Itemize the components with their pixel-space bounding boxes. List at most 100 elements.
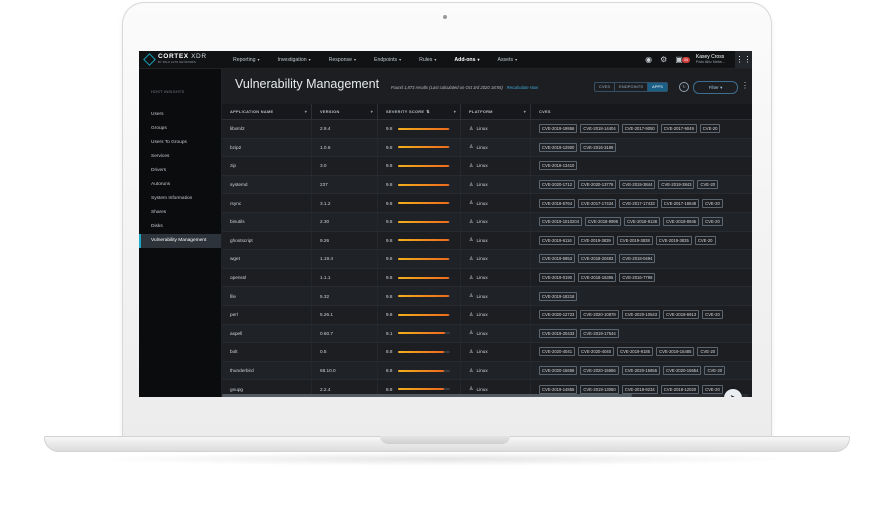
scrollbar-thumb[interactable] xyxy=(222,394,632,397)
cve-tag[interactable]: CVE-2018-5764 xyxy=(539,198,576,208)
cve-tag[interactable]: CVE-2019-13050 xyxy=(580,384,619,394)
cve-tag[interactable]: CVE-2018-13410 xyxy=(539,161,578,171)
table-row[interactable]: libxml2 2.9.4 9.8 ♙ Linux CVE-2019-19956 CVE-2… xyxy=(222,120,752,139)
table-row[interactable]: bzip2 1.0.6 9.8 ♙ Linux CVE-2019-12900 CVE-201… xyxy=(222,138,752,158)
cve-tag[interactable]: CVE-2020-10543 xyxy=(621,310,661,320)
table-row[interactable]: openssl 1.1.1 9.8 ♙ Linux CVE-2019-0190 CVE-20… xyxy=(222,268,752,288)
column-menu-icon[interactable]: ▾ xyxy=(304,109,307,114)
table-row[interactable]: aspell 0.60.7 9.1 ♙ Linux CVE-2019-20433 CVE-2… xyxy=(222,324,752,344)
column-header-app[interactable]: APPLICATION NAME ▾ xyxy=(222,104,312,119)
table-row[interactable]: perl 5.26.1 9.8 ♙ Linux CVE-2020-12723 CVE-202… xyxy=(222,305,752,325)
cve-tag[interactable]: CVE-2020-15655 xyxy=(621,366,661,376)
column-header-score[interactable]: SEVERITY SCORE ⇅ ▾ xyxy=(378,104,461,119)
cve-tag[interactable]: CVE-2019-1010204 xyxy=(539,217,583,227)
cve-tag[interactable]: CVE-2019-3844 xyxy=(619,180,656,190)
cve-tag[interactable]: CVE-20 xyxy=(702,310,723,320)
bell-icon[interactable]: ▣ xyxy=(675,55,683,64)
cve-tag[interactable]: CVE-2019-19956 xyxy=(539,124,578,134)
table-row[interactable]: gnupg 2.2.4 8.8 ♙ Linux CVE-2019-14855 CVE-201… xyxy=(222,380,752,397)
cve-tag[interactable]: CVE-2020-15654 xyxy=(663,366,702,376)
cortex-logo[interactable]: CORTEX XDR BY PALO ALTO NETWORKS xyxy=(139,53,223,66)
recalculate-link[interactable]: Recalculate Now xyxy=(506,85,539,90)
cve-tag[interactable]: CVE-20 xyxy=(702,217,723,227)
sort-icon[interactable]: ⇅ xyxy=(426,109,430,114)
sidebar-item-services[interactable]: Services xyxy=(151,154,170,159)
github-icon[interactable]: ◉ xyxy=(645,55,653,64)
cve-tag[interactable]: CVE-20 xyxy=(699,124,721,134)
tab-apps[interactable]: APPS xyxy=(648,83,668,91)
cve-tag[interactable]: CVE-2020-12723 xyxy=(539,310,578,320)
rocket-icon[interactable]: ➤ xyxy=(724,389,742,397)
cve-tag[interactable]: CVE-2019-17544 xyxy=(580,328,619,338)
cve-tag[interactable]: CVE-2017-16548 xyxy=(660,198,700,208)
tab-endpoints[interactable]: ENDPOINTS xyxy=(615,83,649,91)
more-options-icon[interactable]: ⋮ xyxy=(741,81,749,90)
table-row[interactable]: rsync 3.1.2 9.8 ♙ Linux CVE-2018-5764 CVE-2017… xyxy=(222,194,752,213)
sidebar-item-disks[interactable]: Disks xyxy=(151,224,163,229)
column-menu-icon[interactable]: ▾ xyxy=(370,109,373,114)
cve-tag[interactable]: CVE-2019-3843 xyxy=(658,180,695,190)
apps-grid-icon[interactable]: ⋮⋮ xyxy=(735,51,752,68)
cve-tag[interactable]: CVE-2019-5953 xyxy=(539,254,576,264)
refresh-icon[interactable]: ↻ xyxy=(679,82,689,92)
sidebar-item-vulnerability-management[interactable]: Vulnerability Management xyxy=(139,234,221,248)
cve-tag[interactable]: CVE-2019-14855 xyxy=(539,384,578,394)
filter-button[interactable]: Filter ▾ xyxy=(693,81,738,94)
nav-rules[interactable]: Rules ▾ xyxy=(419,57,436,63)
cve-tag[interactable]: CVE-2020-4040 xyxy=(578,347,615,357)
cve-tag[interactable]: CVE-2020-15656 xyxy=(580,366,619,376)
sidebar-item-autoruns[interactable]: Autoruns xyxy=(151,182,171,187)
cve-tag[interactable]: CVE-2019-6116 xyxy=(539,235,575,245)
sidebar-item-groups[interactable]: Groups xyxy=(151,126,167,131)
cve-tag[interactable]: CVE-2020-4041 xyxy=(539,347,576,357)
cve-tag[interactable]: CVE-2019-20433 xyxy=(539,328,578,338)
cve-tag[interactable]: CVE-2019-15485 xyxy=(656,347,695,357)
cve-tag[interactable]: CVE-2019-3839 xyxy=(577,235,614,245)
cve-tag[interactable]: CVE-2018-9234 xyxy=(621,384,658,394)
cve-tag[interactable]: CVE-2019-0190 xyxy=(539,273,576,283)
table-row[interactable]: thunderbird 68.10.0 8.8 ♙ Linux CVE-2020-1565… xyxy=(222,361,752,381)
sidebar-item-system-information[interactable]: System Information xyxy=(151,196,193,201)
nav-assets[interactable]: Assets ▾ xyxy=(497,57,517,63)
cve-tag[interactable]: CVE-2019-18218 xyxy=(539,291,578,301)
column-header-version[interactable]: VERSION ▾ xyxy=(312,104,378,119)
table-row[interactable]: systemd 237 9.8 ♙ Linux CVE-2020-1712 CVE-2020… xyxy=(222,175,752,195)
horizontal-scrollbar[interactable] xyxy=(222,394,748,397)
table-row[interactable]: bolt 0.5 8.8 ♙ Linux CVE-2020-4041 CVE-2020-40… xyxy=(222,343,752,362)
cve-tag[interactable]: CVE-2019-12900 xyxy=(539,142,578,152)
nav-add-ons[interactable]: Add-ons ▾ xyxy=(454,57,479,63)
nav-investigation[interactable]: Investigation ▾ xyxy=(278,57,311,63)
table-row[interactable]: ghostscript 9.26 9.8 ♙ Linux CVE-2019-6116 CVE… xyxy=(222,231,752,251)
user-menu[interactable]: Kasey Cross Palo Alto Netw... xyxy=(696,54,725,65)
column-menu-icon[interactable]: ▾ xyxy=(523,109,526,114)
cve-tag[interactable]: CVE-2018-6913 xyxy=(663,310,700,320)
cve-tag[interactable]: CVE-20 xyxy=(702,384,723,394)
cve-tag[interactable]: CVE-2016-3189 xyxy=(580,142,617,152)
cve-tag[interactable]: CVE-2018-0494 xyxy=(619,254,656,264)
cve-tag[interactable]: CVE-2018-14404 xyxy=(580,124,619,134)
nav-response[interactable]: Response ▾ xyxy=(329,57,356,63)
gear-icon[interactable]: ⚙ xyxy=(660,55,668,64)
table-row[interactable]: binutils 2.30 9.8 ♙ Linux CVE-2019-1010204 CVE… xyxy=(222,212,752,232)
cve-tag[interactable]: CVE-20 xyxy=(694,235,716,245)
column-menu-icon[interactable]: ▾ xyxy=(453,109,456,114)
sidebar-item-shares[interactable]: Shares xyxy=(151,210,167,215)
cve-tag[interactable]: CVE-2020-15658 xyxy=(539,366,578,376)
cve-tag[interactable]: CVE-2017-17433 xyxy=(619,198,658,208)
cve-tag[interactable]: CVE-2018-12020 xyxy=(660,384,700,394)
table-row[interactable]: file 5.32 9.8 ♙ Linux CVE-2019-18218 xyxy=(222,287,752,306)
cve-tag[interactable]: CVE-2019-3835 xyxy=(655,235,692,245)
column-header-platform[interactable]: PLATFORM ▾ xyxy=(461,104,531,119)
cve-tag[interactable]: CVE-2020-1712 xyxy=(539,180,576,190)
cve-tag[interactable]: CVE-2019-9185 xyxy=(617,347,654,357)
cve-tag[interactable]: CVE-2018-20483 xyxy=(578,254,617,264)
cve-tag[interactable]: CVE-20 xyxy=(697,347,719,357)
table-row[interactable]: wget 1.19.4 9.8 ♙ Linux CVE-2019-5953 CVE-2018… xyxy=(222,250,752,269)
cve-tag[interactable]: CVE-20 xyxy=(704,366,726,376)
nav-reporting[interactable]: Reporting ▾ xyxy=(233,57,260,63)
cve-tag[interactable]: CVE-2017-17434 xyxy=(578,198,617,208)
cve-tag[interactable]: CVE-2018-9138 xyxy=(624,217,661,227)
column-header-cves[interactable]: CVES xyxy=(531,104,752,119)
cve-tag[interactable]: CVE-2018-9996 xyxy=(585,217,622,227)
cve-tag[interactable]: CVE-2019-3838 xyxy=(616,235,653,245)
